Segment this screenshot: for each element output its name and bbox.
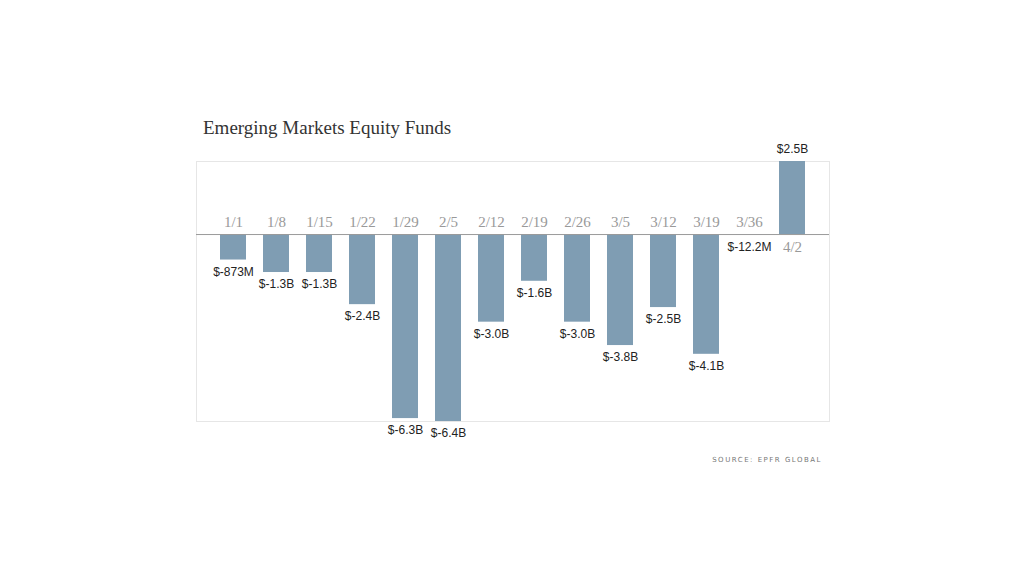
svg-text:$-873M: $-873M xyxy=(213,265,254,279)
svg-text:2/26: 2/26 xyxy=(564,214,591,230)
svg-text:1/22: 1/22 xyxy=(349,214,376,230)
svg-text:$-12.2M: $-12.2M xyxy=(727,240,771,254)
svg-text:1/8: 1/8 xyxy=(267,214,286,230)
svg-text:1/1: 1/1 xyxy=(224,214,243,230)
svg-text:1/29: 1/29 xyxy=(392,214,419,230)
svg-text:3/36: 3/36 xyxy=(736,214,763,230)
svg-text:$-3.8B: $-3.8B xyxy=(603,350,638,364)
svg-text:$-6.4B: $-6.4B xyxy=(431,426,466,440)
html-text:SOURCE: EPFR GLOBAL: SOURCE: EPFR GLOBAL xyxy=(712,456,822,464)
svg-text:$-1.3B: $-1.3B xyxy=(302,277,337,291)
svg-text:$-6.3B: $-6.3B xyxy=(388,423,423,437)
svg-text:$-3.0B: $-3.0B xyxy=(474,327,509,341)
svg-text:3/12: 3/12 xyxy=(650,214,677,230)
svg-text:2/12: 2/12 xyxy=(478,214,505,230)
svg-text:2/5: 2/5 xyxy=(439,214,458,230)
svg-text:$-2.5B: $-2.5B xyxy=(646,312,681,326)
svg-text:2/19: 2/19 xyxy=(521,214,548,230)
svg-text:3/5: 3/5 xyxy=(611,214,630,230)
html-text:Emerging Markets Equity Funds: Emerging Markets Equity Funds xyxy=(203,117,452,138)
svg-text:3/19: 3/19 xyxy=(693,214,720,230)
svg-text:1/15: 1/15 xyxy=(306,214,333,230)
svg-text:4/2: 4/2 xyxy=(783,239,802,255)
svg-text:$-2.4B: $-2.4B xyxy=(345,309,380,323)
svg-text:$-4.1B: $-4.1B xyxy=(689,359,724,373)
svg-text:$-3.0B: $-3.0B xyxy=(560,327,595,341)
svg-text:$-1.3B: $-1.3B xyxy=(259,277,294,291)
svg-text:$-1.6B: $-1.6B xyxy=(517,286,552,300)
svg-text:$2.5B: $2.5B xyxy=(777,142,808,156)
